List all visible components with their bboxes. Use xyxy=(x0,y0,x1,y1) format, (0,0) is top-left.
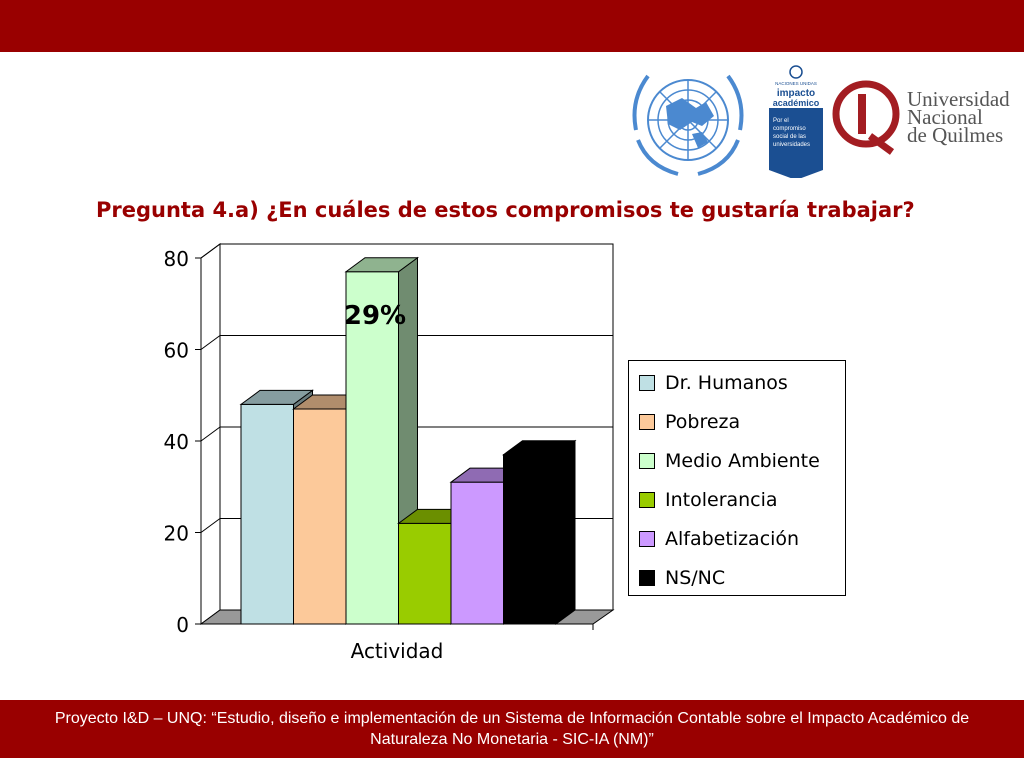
x-category-label: Actividad xyxy=(351,639,444,663)
y-tick-label: 60 xyxy=(164,339,189,363)
impacto-line-0: NACIONES UNIDAS xyxy=(775,81,817,86)
gridline-diag-80 xyxy=(200,243,221,259)
bar-dr-humanos xyxy=(240,403,294,625)
universidad-nacional-de-quilmes-logo: Universidad Nacional de Quilmes xyxy=(832,80,1010,155)
impacto-line-5: social de las xyxy=(773,134,806,140)
united-nations-emblem-icon xyxy=(632,74,744,176)
bar-alfabetizaci-n xyxy=(450,481,504,625)
bar-medio-ambiente xyxy=(345,271,399,625)
gridline-diag-60 xyxy=(200,335,221,350)
legend-swatch xyxy=(639,414,655,430)
legend-item: Medio Ambiente xyxy=(639,447,820,475)
legend-swatch xyxy=(639,453,655,469)
header-bar xyxy=(0,0,1024,52)
impacto-line-3: Por el xyxy=(773,118,789,124)
gridline-diag-20 xyxy=(200,518,221,533)
legend-item: Dr. Humanos xyxy=(639,369,788,397)
impacto-academico-logo: NACIONES UNIDAS impacto académico Por el… xyxy=(769,62,823,180)
bar-side-ns-nc xyxy=(555,439,576,625)
chart-legend: Dr. Humanos Pobreza Medio Ambiente Intolera… xyxy=(628,360,846,596)
legend-label: Pobreza xyxy=(665,411,741,433)
legend-swatch xyxy=(639,492,655,508)
impacto-line-1: impacto xyxy=(777,88,815,99)
legend-item: NS/NC xyxy=(639,564,725,592)
annotation-label: 29% xyxy=(344,301,406,331)
legend-swatch xyxy=(639,570,655,586)
legend-label: NS/NC xyxy=(665,567,726,589)
impacto-line-4: compromiso xyxy=(773,126,806,132)
y-tick-label: 20 xyxy=(164,522,189,546)
legend-item: Intolerancia xyxy=(639,486,778,514)
legend-label: Dr. Humanos xyxy=(665,372,788,394)
gridline-diag-40 xyxy=(200,426,221,442)
legend-label: Alfabetización xyxy=(665,528,800,550)
y-tick-label: 40 xyxy=(164,430,189,454)
legend-swatch xyxy=(639,375,655,391)
bar-pobreza xyxy=(293,408,347,625)
footer-text: Proyecto I&D – UNQ: “Estudio, diseño e i… xyxy=(54,710,970,748)
bar-top-ns-nc xyxy=(501,440,577,456)
logos-area: NACIONES UNIDAS impacto académico Por el… xyxy=(632,62,1010,180)
bar-ns-nc xyxy=(503,454,557,625)
legend-swatch xyxy=(639,531,655,547)
legend-label: Intolerancia xyxy=(665,489,778,511)
legend-label: Medio Ambiente xyxy=(665,450,820,472)
legend-item: Alfabetización xyxy=(639,525,799,553)
unq-line-2: de Quilmes xyxy=(907,123,1003,147)
legend-item: Pobreza xyxy=(639,408,740,436)
bar-top-dr-humanos xyxy=(239,389,315,405)
unq-line-1: Nacional xyxy=(907,105,983,129)
bar-chart: 0 20 40 60 80 29% Actividad xyxy=(164,243,615,663)
y-tick-label: 80 xyxy=(164,247,189,271)
footer-bar: Proyecto I&D – UNQ: “Estudio, diseño e i… xyxy=(0,700,1024,758)
unq-line-0: Universidad xyxy=(907,87,1010,111)
impacto-line-6: universidades xyxy=(773,142,810,148)
bar-top-medio-ambiente xyxy=(344,257,420,273)
slide-title: Pregunta 4.a) ¿En cuáles de estos compro… xyxy=(96,198,915,222)
impacto-line-2: académico xyxy=(773,98,820,108)
y-tick-label: 0 xyxy=(176,613,189,637)
bar-intolerancia xyxy=(398,522,452,625)
